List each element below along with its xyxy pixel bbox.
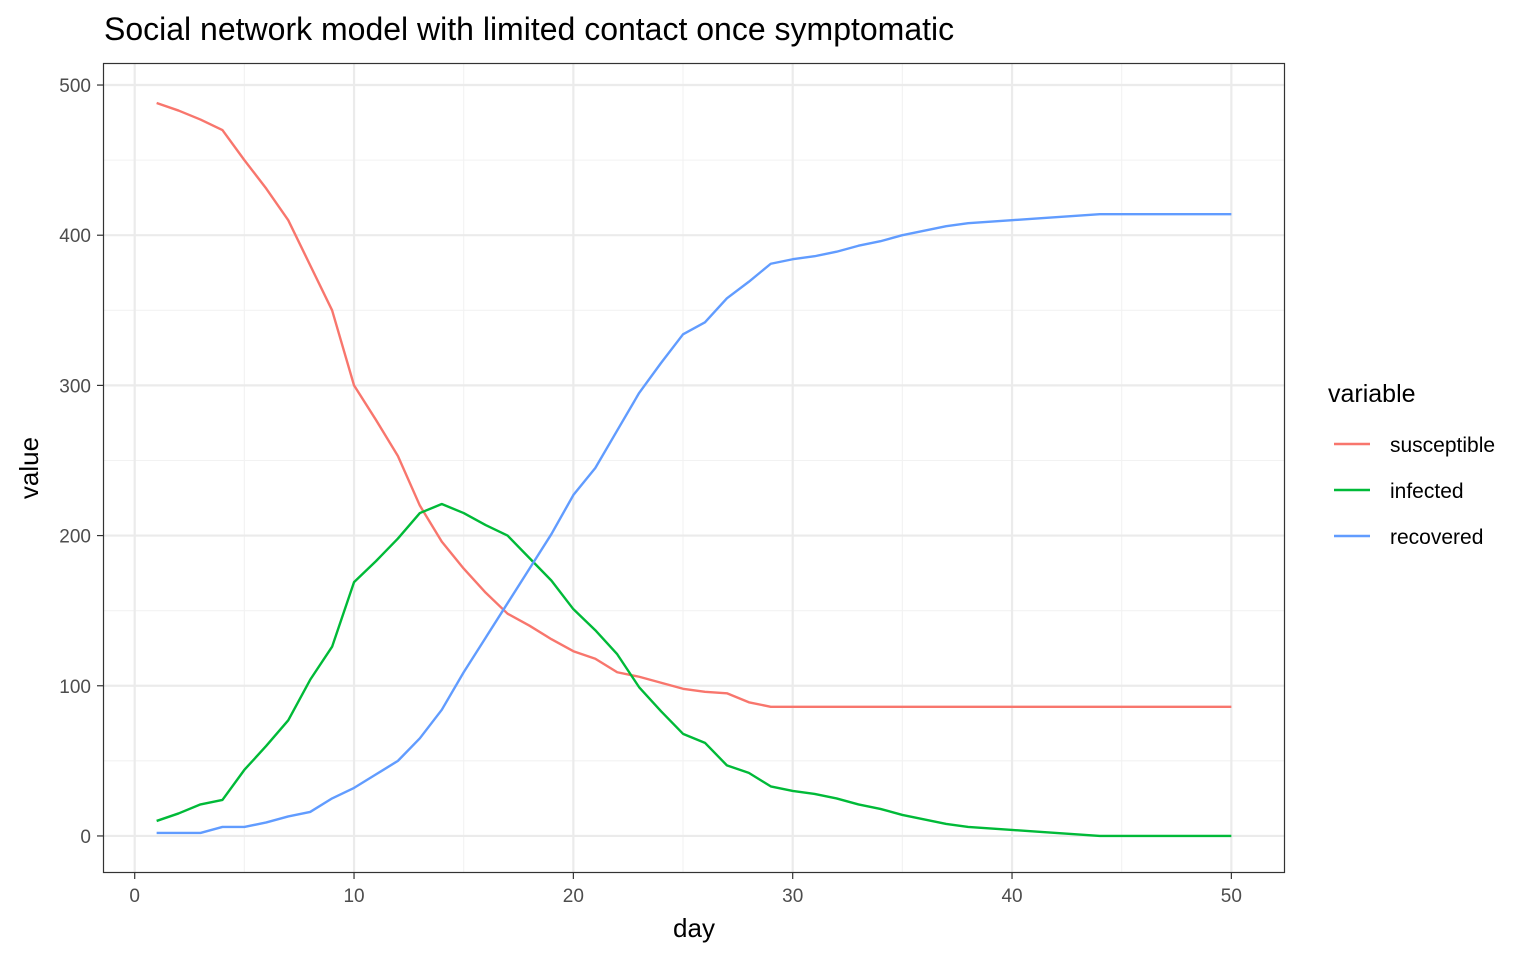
plot-panel-border xyxy=(102,62,1286,874)
x-axis-title: day xyxy=(673,913,715,943)
x-tick-label: 40 xyxy=(1001,886,1022,907)
legend-label-infected: infected xyxy=(1390,480,1464,503)
y-tick-label: 200 xyxy=(59,527,91,548)
series-line-susceptible xyxy=(156,101,1232,708)
major-gridlines xyxy=(104,64,1284,872)
y-tick-label: 100 xyxy=(59,677,91,698)
x-tick-label: 10 xyxy=(343,886,364,907)
x-tick-label: 30 xyxy=(782,886,803,907)
minor-gridlines xyxy=(104,64,1284,872)
axis-ticks xyxy=(97,84,1232,879)
series-lines xyxy=(156,101,1232,838)
x-axis-tick-labels: 0 10 20 30 40 50 xyxy=(129,886,1242,907)
chart-title: Social network model with limited contac… xyxy=(104,11,954,47)
legend: variable susceptible infected recovered xyxy=(1328,380,1495,549)
y-axis-tick-labels: 0 100 200 300 400 500 xyxy=(59,76,91,848)
y-tick-label: 500 xyxy=(59,76,91,97)
x-tick-label: 0 xyxy=(129,886,140,907)
y-axis-title: value xyxy=(14,437,44,499)
legend-label-susceptible: susceptible xyxy=(1390,434,1495,457)
y-tick-label: 400 xyxy=(59,226,91,247)
series-line-infected xyxy=(156,502,1232,838)
y-tick-label: 0 xyxy=(80,827,91,848)
legend-title: variable xyxy=(1328,380,1416,408)
series-line-recovered xyxy=(156,212,1232,835)
y-tick-label: 300 xyxy=(59,376,91,397)
legend-label-recovered: recovered xyxy=(1390,526,1483,549)
x-tick-label: 50 xyxy=(1221,886,1242,907)
x-tick-label: 20 xyxy=(563,886,584,907)
